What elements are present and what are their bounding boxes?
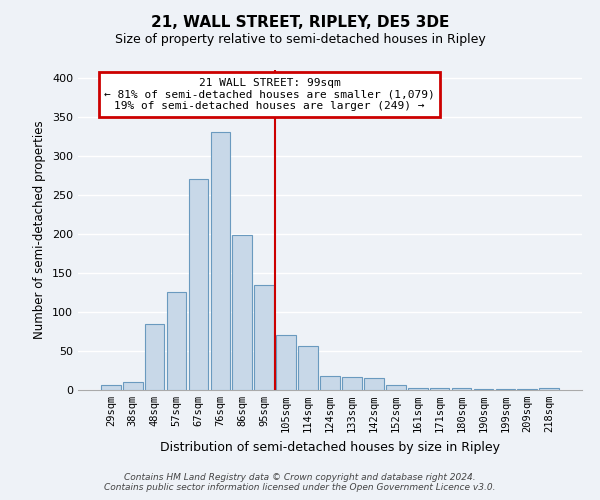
- Bar: [211, 132, 230, 390]
- Bar: [188, 180, 208, 390]
- Y-axis label: Number of semi-detached properties: Number of semi-detached properties: [34, 120, 46, 340]
- Bar: [123, 382, 143, 390]
- Bar: [101, 384, 121, 390]
- Bar: [517, 389, 537, 390]
- Bar: [473, 389, 493, 390]
- Bar: [364, 378, 384, 390]
- Bar: [430, 388, 449, 390]
- Bar: [386, 384, 406, 390]
- Bar: [298, 346, 318, 390]
- Bar: [496, 389, 515, 390]
- Text: 21, WALL STREET, RIPLEY, DE5 3DE: 21, WALL STREET, RIPLEY, DE5 3DE: [151, 15, 449, 30]
- Bar: [408, 388, 428, 390]
- Bar: [254, 284, 274, 390]
- Bar: [276, 336, 296, 390]
- Bar: [539, 388, 559, 390]
- X-axis label: Distribution of semi-detached houses by size in Ripley: Distribution of semi-detached houses by …: [160, 440, 500, 454]
- Text: Contains HM Land Registry data © Crown copyright and database right 2024.
Contai: Contains HM Land Registry data © Crown c…: [104, 473, 496, 492]
- Bar: [452, 388, 472, 390]
- Bar: [342, 376, 362, 390]
- Text: Size of property relative to semi-detached houses in Ripley: Size of property relative to semi-detach…: [115, 32, 485, 46]
- Bar: [145, 324, 164, 390]
- Bar: [167, 292, 187, 390]
- Bar: [320, 376, 340, 390]
- Text: 21 WALL STREET: 99sqm
← 81% of semi-detached houses are smaller (1,079)
19% of s: 21 WALL STREET: 99sqm ← 81% of semi-deta…: [104, 78, 435, 111]
- Bar: [232, 234, 252, 390]
